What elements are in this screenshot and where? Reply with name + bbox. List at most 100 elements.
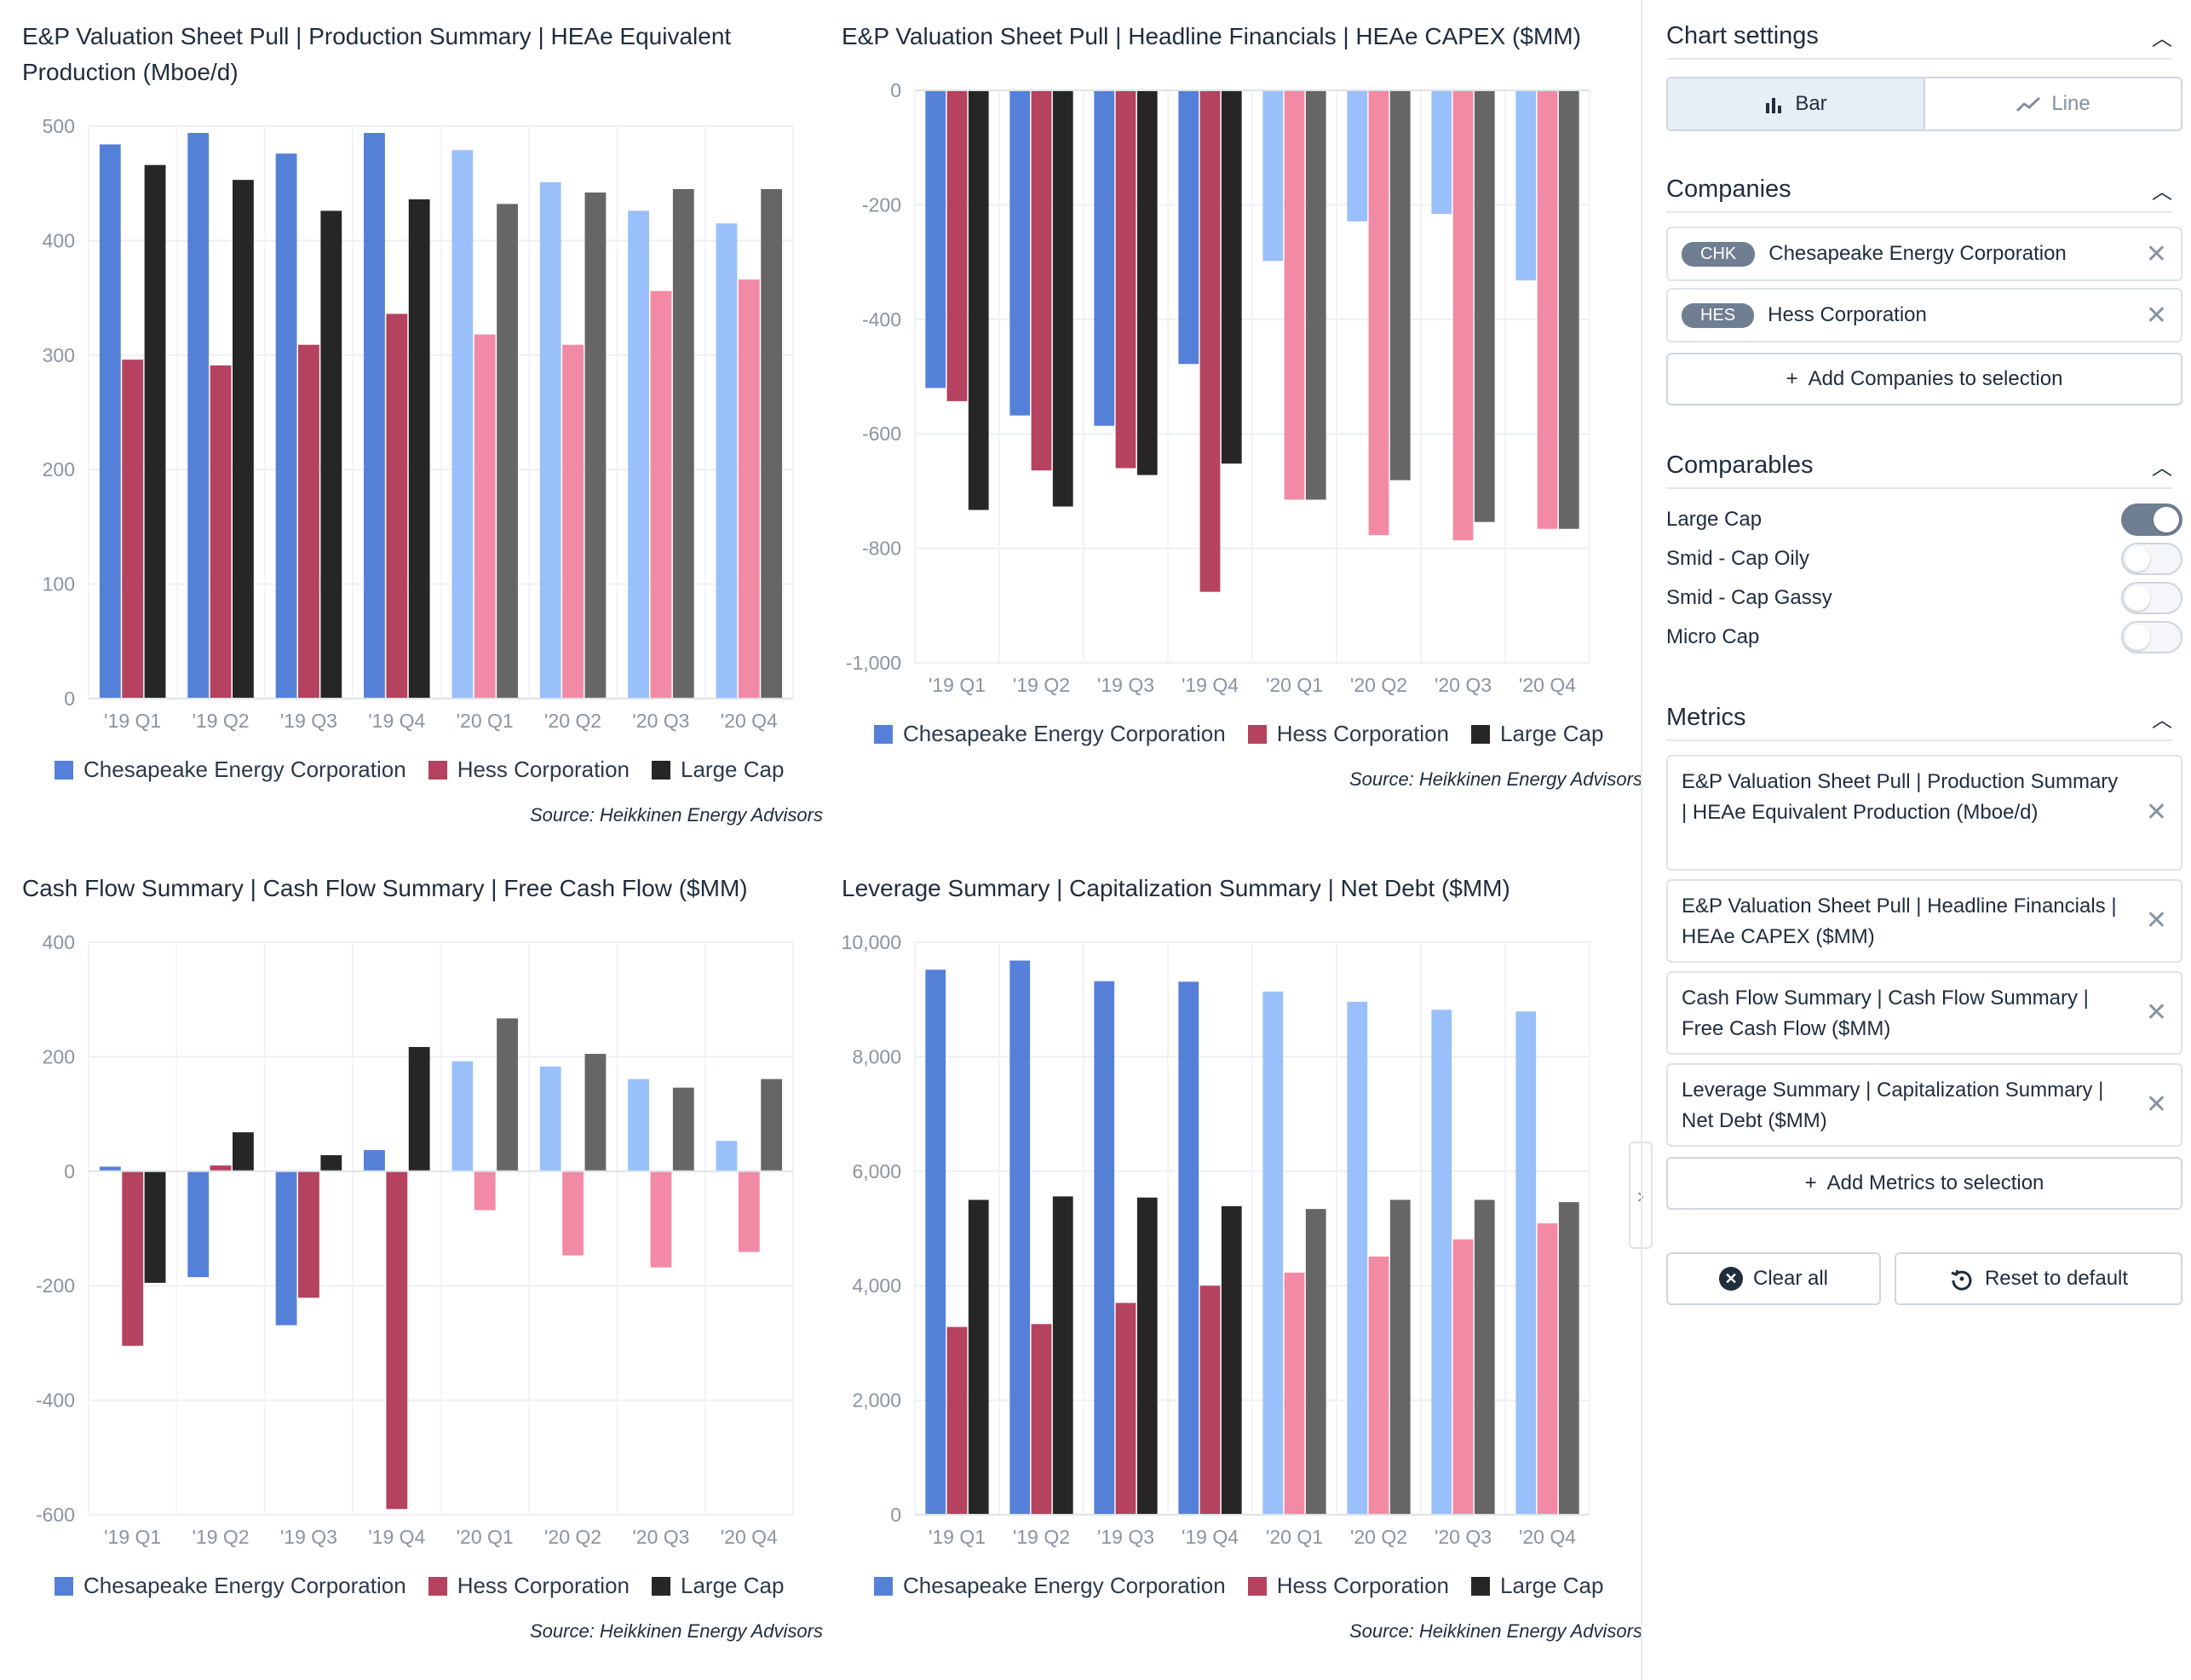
x-tick-label: '20 Q2 bbox=[1350, 1526, 1407, 1548]
y-tick-label: 0 bbox=[64, 1160, 75, 1182]
bar bbox=[320, 1154, 342, 1171]
y-tick-label: 200 bbox=[43, 1045, 75, 1067]
line-chart-button[interactable]: Line bbox=[1925, 78, 2181, 129]
bar bbox=[925, 90, 946, 388]
legend-item-lc[interactable]: Large Cap bbox=[1471, 1573, 1603, 1599]
clear-all-label: Clear all bbox=[1752, 1267, 1829, 1290]
company-item-hes: HES Hess Corporation ✕ bbox=[1666, 288, 2182, 342]
metric-item: Cash Flow Summary | Cash Flow Summary | … bbox=[1666, 971, 2182, 1055]
comparable-label: Smid - Cap Oily bbox=[1666, 547, 1810, 570]
bar bbox=[99, 144, 121, 699]
legend-item-chk[interactable]: Chesapeake Energy Corporation bbox=[55, 1573, 406, 1599]
bar bbox=[386, 314, 408, 699]
chevron-up-icon[interactable]: ︿ bbox=[2152, 708, 2172, 732]
y-tick-label: 2,000 bbox=[852, 1389, 901, 1412]
reset-default-button[interactable]: Reset to default bbox=[1895, 1252, 2182, 1305]
section-companies[interactable]: Companies ︿ bbox=[1666, 167, 2172, 213]
remove-company-icon[interactable]: ✕ bbox=[2145, 239, 2167, 268]
bar bbox=[1009, 90, 1031, 416]
bar-chart-label: Bar bbox=[1795, 92, 1827, 115]
y-tick-label: -1,000 bbox=[846, 652, 901, 674]
add-companies-label: Add Companies to selection bbox=[1808, 367, 2063, 390]
chart-source: Source: Heikkinen Energy Advisors bbox=[1349, 1620, 1642, 1642]
legend-item-lc[interactable]: Large Cap bbox=[1471, 721, 1603, 747]
clear-all-button[interactable]: ✕ Clear all bbox=[1666, 1252, 1881, 1305]
comparable-smid-oily: Smid - Cap Oily bbox=[1666, 542, 2182, 576]
chevron-up-icon[interactable]: ︿ bbox=[2152, 180, 2172, 204]
bar bbox=[233, 1132, 254, 1171]
legend-swatch bbox=[652, 760, 670, 780]
remove-company-icon[interactable]: ✕ bbox=[2145, 301, 2167, 330]
y-tick-label: 500 bbox=[43, 115, 75, 137]
reset-default-label: Reset to default bbox=[1984, 1267, 2129, 1290]
legend-item-lc[interactable]: Large Cap bbox=[652, 1573, 784, 1599]
comparable-toggle[interactable] bbox=[2121, 582, 2182, 614]
x-tick-label: '19 Q4 bbox=[1182, 674, 1239, 696]
legend-item-lc[interactable]: Large Cap bbox=[652, 757, 784, 783]
chart-type-toggle: Bar Line bbox=[1666, 77, 2182, 131]
chart-panel-fcf: Cash Flow Summary | Cash Flow Summary | … bbox=[22, 871, 831, 1680]
y-tick-label: 0 bbox=[890, 79, 901, 101]
bar bbox=[562, 344, 584, 699]
bar bbox=[187, 1171, 210, 1278]
bar bbox=[497, 1018, 518, 1171]
legend-item-hes[interactable]: Hess Corporation bbox=[428, 757, 630, 783]
x-tick-label: '19 Q2 bbox=[1013, 674, 1070, 696]
add-companies-button[interactable]: + Add Companies to selection bbox=[1666, 353, 2182, 406]
bar bbox=[1094, 981, 1115, 1515]
chevron-up-icon[interactable]: ︿ bbox=[2152, 26, 2172, 50]
chart-source: Source: Heikkinen Energy Advisors bbox=[1349, 768, 1642, 790]
legend-swatch bbox=[1471, 724, 1490, 744]
bar bbox=[1115, 90, 1136, 469]
legend-item-chk[interactable]: Chesapeake Energy Corporation bbox=[874, 721, 1226, 747]
legend-label: Chesapeake Energy Corporation bbox=[83, 757, 406, 782]
add-metrics-button[interactable]: + Add Metrics to selection bbox=[1666, 1157, 2182, 1210]
section-metrics[interactable]: Metrics ︿ bbox=[1666, 695, 2172, 741]
remove-metric-icon[interactable]: ✕ bbox=[2145, 998, 2167, 1027]
legend-item-hes[interactable]: Hess Corporation bbox=[1247, 1573, 1449, 1599]
company-item-chk: CHK Chesapeake Energy Corporation ✕ bbox=[1666, 227, 2182, 281]
legend-label: Chesapeake Energy Corporation bbox=[903, 721, 1226, 746]
bar-chart-button[interactable]: Bar bbox=[1668, 78, 1925, 129]
plus-icon: + bbox=[1786, 367, 1798, 390]
metric-label: E&P Valuation Sheet Pull | Production Su… bbox=[1682, 770, 2119, 824]
section-comparables[interactable]: Comparables ︿ bbox=[1666, 443, 2172, 489]
legend-item-chk[interactable]: Chesapeake Energy Corporation bbox=[55, 757, 406, 783]
remove-metric-icon[interactable]: ✕ bbox=[2145, 798, 2167, 826]
comparable-toggle[interactable] bbox=[2121, 621, 2182, 653]
bar bbox=[650, 1171, 672, 1268]
comparable-toggle[interactable] bbox=[2121, 503, 2182, 536]
bar bbox=[716, 1141, 738, 1171]
chart-title: Leverage Summary | Capitalization Summar… bbox=[842, 875, 1510, 901]
section-chart-settings[interactable]: Chart settings ︿ bbox=[1666, 14, 2172, 60]
metric-label: E&P Valuation Sheet Pull | Headline Fina… bbox=[1682, 895, 2117, 948]
y-tick-label: -600 bbox=[862, 423, 901, 445]
legend-item-chk[interactable]: Chesapeake Energy Corporation bbox=[874, 1573, 1226, 1599]
x-tick-label: '19 Q1 bbox=[104, 710, 161, 732]
remove-metric-icon[interactable]: ✕ bbox=[2145, 906, 2167, 935]
bar bbox=[1094, 90, 1115, 426]
legend-label: Hess Corporation bbox=[1276, 721, 1449, 746]
legend-item-hes[interactable]: Hess Corporation bbox=[1247, 721, 1449, 747]
bar bbox=[1115, 1303, 1136, 1515]
legend-swatch bbox=[1471, 1576, 1490, 1596]
bar bbox=[210, 1165, 232, 1171]
legend-swatch bbox=[428, 1576, 447, 1596]
chart-fcf: 400 200 0 -200 -400 -600 '19 Q1 '19 Q2 '19 Q3 '19… bbox=[36, 931, 794, 1548]
remove-metric-icon[interactable]: ✕ bbox=[2145, 1090, 2167, 1119]
x-tick-label: '19 Q4 bbox=[368, 1526, 425, 1548]
bar-chart-icon bbox=[1766, 98, 1782, 113]
bar bbox=[497, 204, 518, 699]
toggle-knob bbox=[2154, 507, 2179, 532]
bar bbox=[946, 1326, 968, 1515]
toggle-knob bbox=[2125, 585, 2150, 611]
x-tick-label: '19 Q2 bbox=[193, 710, 250, 732]
legend-label: Large Cap bbox=[681, 757, 785, 782]
legend-item-hes[interactable]: Hess Corporation bbox=[428, 1573, 630, 1599]
x-tick-label: '19 Q1 bbox=[929, 674, 986, 696]
chevron-up-icon[interactable]: ︿ bbox=[2152, 456, 2172, 480]
x-tick-label: '20 Q4 bbox=[1519, 1526, 1576, 1548]
bar bbox=[1431, 1010, 1452, 1515]
comparable-toggle[interactable] bbox=[2121, 543, 2182, 575]
section-title: Chart settings bbox=[1666, 21, 1819, 49]
